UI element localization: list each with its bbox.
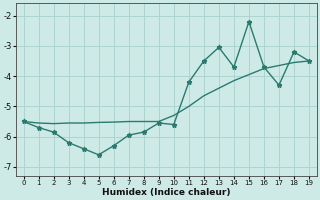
X-axis label: Humidex (Indice chaleur): Humidex (Indice chaleur) [102, 188, 230, 197]
